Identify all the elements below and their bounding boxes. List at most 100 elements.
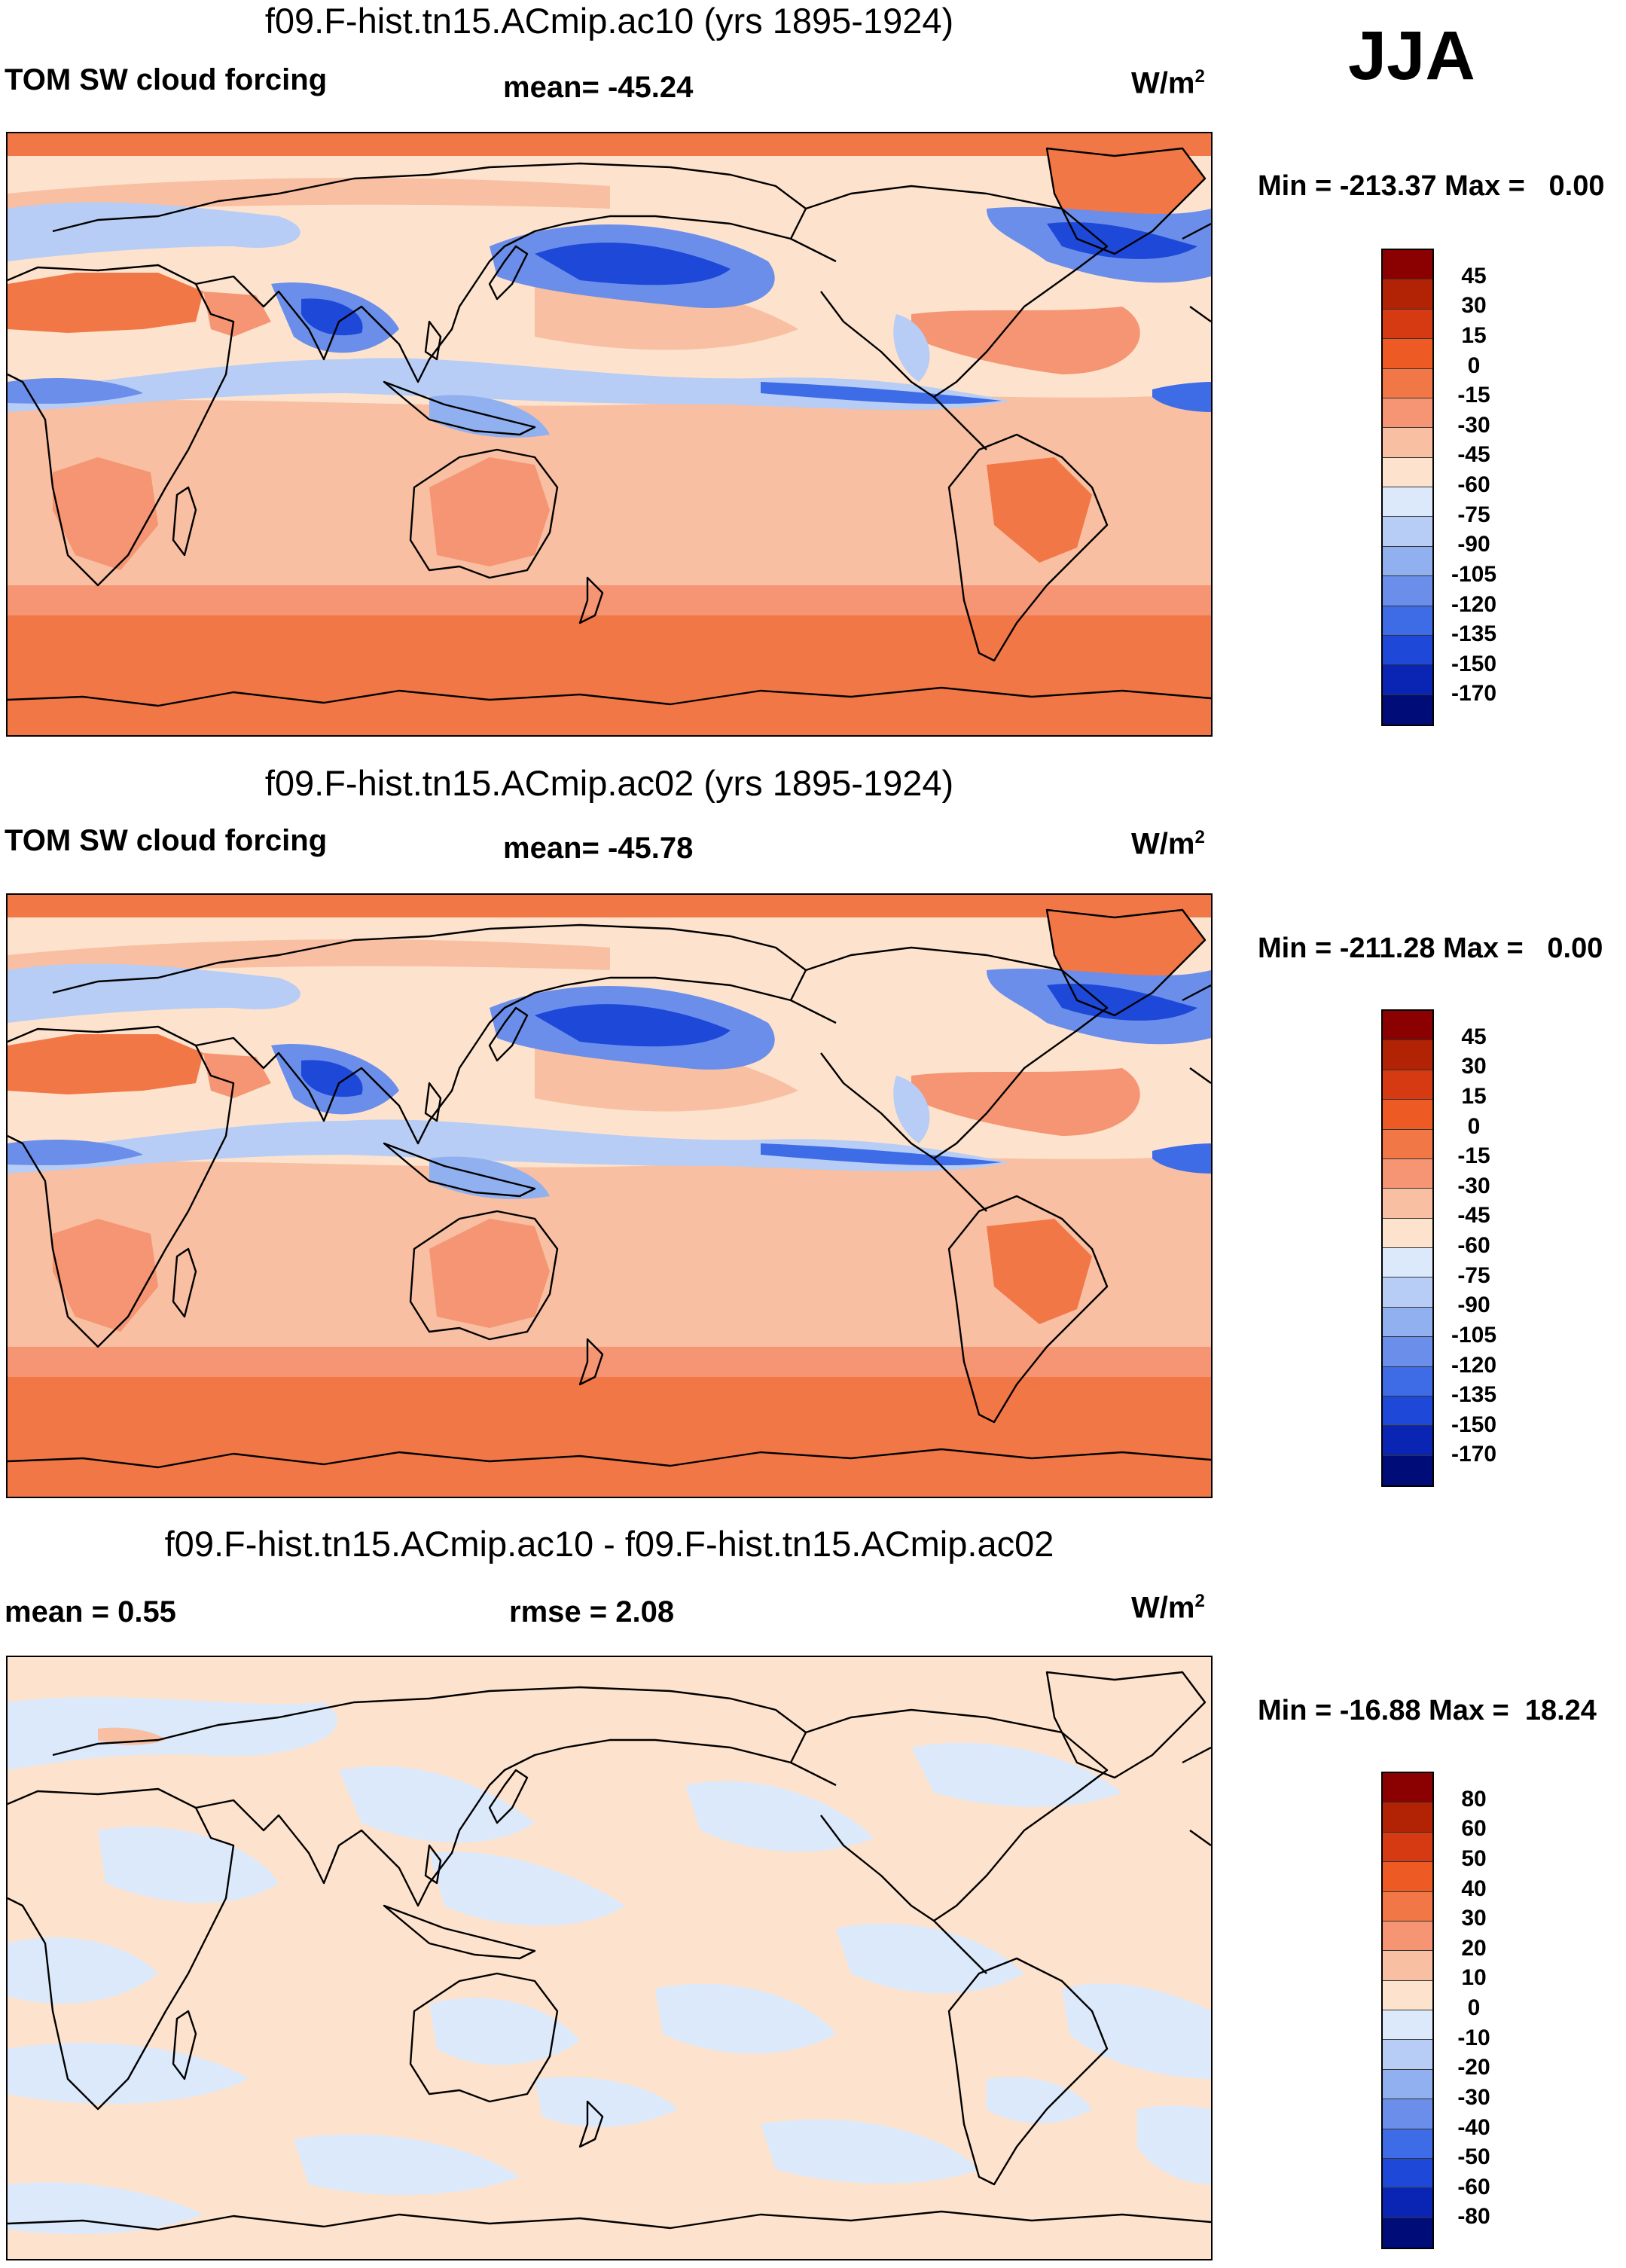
coastline <box>424 1844 442 1885</box>
colorbar-tick-label: 0 <box>1467 1113 1481 1139</box>
colorbar-tick-label: -45 <box>1457 442 1490 468</box>
map-australia <box>429 457 550 566</box>
colorbar-tick-label: -90 <box>1457 1293 1490 1318</box>
map-diff-patch <box>294 2134 520 2195</box>
colorbar-swatch <box>1383 457 1432 487</box>
coastline <box>1045 147 1207 255</box>
map-north-atlantic-core <box>1047 221 1197 259</box>
coastline <box>424 320 442 361</box>
colorbar-tick-label: 60 <box>1461 1816 1487 1842</box>
coastline <box>1189 1067 1211 1084</box>
colorbar-swatch <box>1383 1158 1432 1189</box>
coastline <box>1182 222 1211 240</box>
colorbar-tick-label: 45 <box>1461 1024 1487 1049</box>
colorbar-tick-label: -30 <box>1457 2084 1490 2110</box>
panel-2-colorbar <box>1381 1009 1434 1487</box>
map-diff-patch <box>339 1766 535 1843</box>
panel-1-minmax: Min = -213.37 Max = 0.00 <box>1258 170 1605 202</box>
colorbar-tick-label: 0 <box>1467 1995 1481 2020</box>
map-diff-patch <box>429 1851 625 1926</box>
colorbar-tick-label: -10 <box>1457 2025 1490 2050</box>
map-africa-itcz <box>8 378 143 404</box>
coastline <box>409 448 559 579</box>
coastline <box>195 976 837 1145</box>
colorbar-tick-label: -90 <box>1457 532 1490 557</box>
colorbar-swatch <box>1383 1455 1432 1485</box>
panel-2-unit: W/m2 <box>1131 827 1205 861</box>
colorbar-swatch <box>1383 1951 1432 1981</box>
colorbar-tick-label: -15 <box>1457 383 1490 408</box>
colorbar-swatch <box>1383 694 1432 725</box>
colorbar-tick-label: -135 <box>1451 1382 1497 1408</box>
colorbar-tick-label: -170 <box>1451 681 1497 707</box>
colorbar-tick-label: -50 <box>1457 2144 1490 2170</box>
colorbar-swatch <box>1383 635 1432 666</box>
map-diff-patch <box>987 2077 1092 2123</box>
panel-1-map <box>6 132 1213 737</box>
map-diff-patch <box>8 2043 249 2105</box>
map-arctic-band <box>8 133 1211 156</box>
map-diff-patch <box>98 1826 279 1903</box>
map-sahara <box>8 1034 203 1094</box>
map-north-pacific-subtropics <box>535 282 798 350</box>
colorbar-swatch <box>1383 1011 1432 1041</box>
colorbar-swatch <box>1383 1277 1432 1308</box>
map-southern-subtropics <box>8 393 1211 585</box>
coastline <box>195 1738 837 1907</box>
colorbar-tick-label: 45 <box>1461 263 1487 288</box>
colorbar-tick-label: 50 <box>1461 1845 1487 1871</box>
coastline <box>488 1769 529 1824</box>
map-itcz-east-pacific <box>761 382 1002 404</box>
colorbar-swatch <box>1383 665 1432 695</box>
map-atlantic-itcz <box>1152 1143 1211 1174</box>
map-north-atlantic-core <box>1047 983 1197 1021</box>
map-southern-band <box>8 1347 1211 1377</box>
map-south-america-east <box>987 457 1092 563</box>
colorbar-tick-label: -80 <box>1457 2204 1490 2230</box>
map-north-pacific-core <box>535 1004 731 1047</box>
colorbar-tick-label: -30 <box>1457 412 1490 438</box>
colorbar-tick-label: -75 <box>1457 502 1490 527</box>
colorbar-tick-label: -60 <box>1457 472 1490 497</box>
colorbar-tick-label: 80 <box>1461 1786 1487 1812</box>
coastline <box>933 396 987 450</box>
colorbar-swatch <box>1383 1773 1432 1803</box>
coastline <box>8 1787 235 2111</box>
coastline <box>947 433 1109 662</box>
map-antarctic-band <box>8 615 1211 735</box>
map-diff-patch <box>911 1742 1122 1807</box>
coastline <box>8 686 1211 707</box>
map-diff-patch <box>1137 2105 1211 2184</box>
colorbar-tick-label: -120 <box>1451 1352 1497 1378</box>
map-eurasia-cloud <box>8 963 300 1023</box>
panel-1-unit: W/m2 <box>1131 66 1205 100</box>
colorbar-tick-label: -170 <box>1451 1442 1497 1467</box>
colorbar-tick-label: 0 <box>1467 353 1481 378</box>
panel-1-mean: mean= -45.24 <box>503 71 694 104</box>
colorbar-tick-label: -20 <box>1457 2055 1490 2080</box>
map-sahara <box>8 273 203 333</box>
map-diff-patch <box>8 1937 158 2004</box>
map-itcz <box>8 1119 1009 1174</box>
colorbar-swatch <box>1383 1070 1432 1100</box>
colorbar-swatch <box>1383 309 1432 340</box>
coastline <box>52 1686 807 1757</box>
map-coastlines <box>8 147 1211 707</box>
colorbar-swatch <box>1383 487 1432 517</box>
colorbar-swatch <box>1383 1100 1432 1130</box>
map-diff-patch <box>429 1998 580 2065</box>
map-africa-itcz <box>8 1140 143 1165</box>
colorbar-swatch <box>1383 398 1432 429</box>
panel-1-colorbar <box>1381 249 1434 726</box>
map-southern-band <box>8 585 1211 615</box>
colorbar-swatch <box>1383 1129 1432 1159</box>
map-southern-africa <box>53 457 158 570</box>
coastline <box>1045 1671 1207 1779</box>
coastline <box>409 1972 559 2103</box>
panel-3-unit: W/m2 <box>1131 1591 1205 1625</box>
coastline <box>578 1338 604 1386</box>
coastline <box>1189 306 1211 322</box>
colorbar-swatch <box>1383 1426 1432 1456</box>
colorbar-tick-label: -105 <box>1451 561 1497 587</box>
colorbar-swatch <box>1383 368 1432 398</box>
